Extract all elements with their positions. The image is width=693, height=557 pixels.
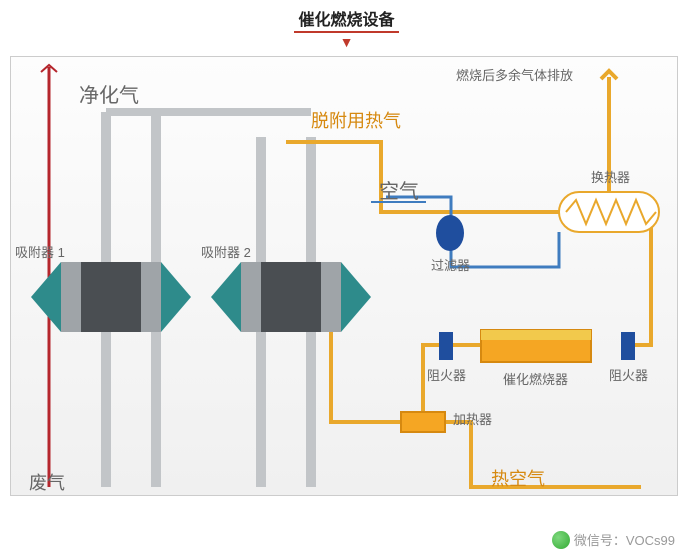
heat-exchanger-shape: [559, 192, 659, 232]
label-exhaust-burned: 燃烧后多余气体排放: [456, 65, 573, 84]
flame-arrester-right: [621, 332, 635, 360]
label-heat-exchanger: 换热器: [591, 167, 630, 186]
page-title: 催化燃烧设备: [0, 0, 693, 30]
wechat-icon: [552, 531, 570, 549]
label-flame-arrester-l: 阻火器: [427, 365, 466, 384]
pipe-blue-group: [386, 197, 559, 267]
watermark-text: 微信号：VOCs99: [574, 530, 675, 549]
down-arrow-icon: ▼: [0, 34, 693, 50]
label-air: 空气: [379, 175, 419, 204]
label-adsorber1: 吸附器 1: [15, 242, 65, 261]
heater-shape: [401, 412, 445, 432]
flame-arrester-left: [439, 332, 453, 360]
label-filter: 过滤器: [431, 255, 470, 274]
label-flame-arrester-r: 阻火器: [609, 365, 648, 384]
adsorber-2: [211, 262, 371, 332]
catalytic-burner-shape: [481, 330, 591, 362]
filter-shape: [436, 215, 464, 251]
label-purified-gas: 净化气: [79, 79, 139, 108]
label-adsorber2: 吸附器 2: [201, 242, 251, 261]
label-exhaust-gas: 废气: [29, 469, 65, 495]
diagram-canvas: 净化气 脱附用热气 燃烧后多余气体排放 空气 换热器 过滤器 吸附器 1 吸附器…: [10, 56, 678, 496]
label-hot-air: 热空气: [491, 465, 545, 491]
label-desorb-hot-gas: 脱附用热气: [311, 107, 401, 133]
adsorber-1: [31, 262, 191, 332]
label-heater: 加热器: [453, 409, 492, 428]
label-cat-burner: 催化燃烧器: [503, 369, 568, 388]
watermark: 微信号：VOCs99: [552, 530, 675, 549]
